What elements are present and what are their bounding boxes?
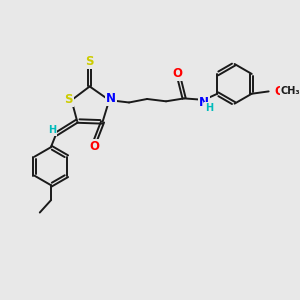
Text: H: H — [205, 103, 213, 113]
Text: O: O — [89, 140, 99, 153]
Text: S: S — [85, 55, 94, 68]
Text: N: N — [199, 96, 209, 109]
Text: H: H — [48, 125, 56, 135]
Text: S: S — [64, 93, 73, 106]
Text: O: O — [172, 68, 182, 80]
Text: N: N — [106, 92, 116, 106]
Text: CH₃: CH₃ — [281, 86, 300, 96]
Text: O: O — [275, 85, 285, 98]
